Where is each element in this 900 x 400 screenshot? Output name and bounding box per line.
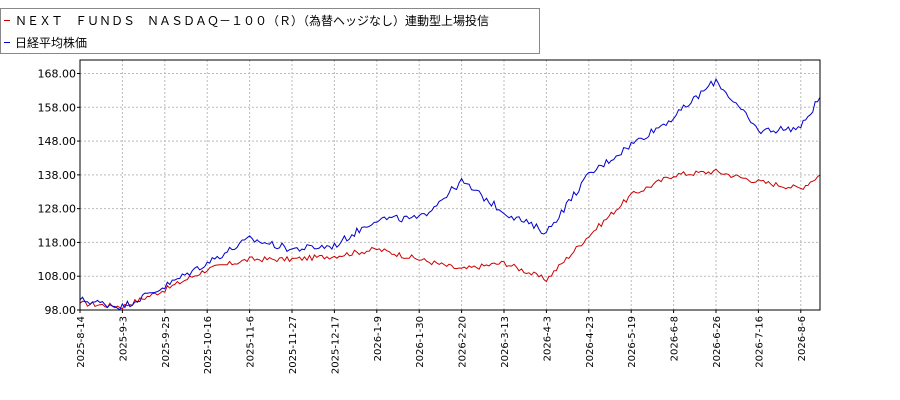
y-tick-label: 118.00 [38,236,77,249]
x-tick-label: 2025-8-14 [76,316,87,368]
legend-swatch-fund [4,20,10,21]
legend-swatch-nikkei [4,42,10,43]
plot-frame [79,59,821,311]
x-tick-label: 2026-1-30 [415,316,426,368]
grid-lines [79,60,820,311]
y-tick-label: 148.00 [38,135,77,148]
legend-label-nikkei: 日経平均株価 [15,36,88,50]
legend-item-nikkei: 日経平均株価 [4,34,87,51]
y-tick-label: 168.00 [38,68,77,81]
y-tick-label: 158.00 [38,101,77,114]
x-tick-label: 2025-10-16 [203,316,214,374]
y-tick-label: 128.00 [38,203,77,216]
x-tick-label: 2025-11-27 [288,316,299,374]
legend-item-fund: ＮＥＸＴ ＦＵＮＤＳ ＮＡＳＤＡＱ－１００（Ｒ）（為替ヘッジなし）連動型上場投信 [4,12,489,29]
x-tick-label: 2026-7-16 [754,316,765,368]
series-lines [79,77,821,311]
y-tick-label: 98.00 [45,304,77,317]
y-axis-ticks: 98.00 108.00 118.00 128.00 138.00 148.00 158.0… [38,68,80,317]
y-tick-label: 108.00 [38,270,77,283]
x-tick-label: 2026-5-19 [627,316,638,368]
x-tick-label: 2025-12-17 [330,316,341,374]
x-tick-label: 2026-6-8 [670,316,681,361]
legend-label-fund: ＮＥＸＴ ＦＵＮＤＳ ＮＡＳＤＡＱ－１００（Ｒ）（為替ヘッジなし）連動型上場投信 [15,14,490,28]
x-tick-label: 2026-4-3 [542,316,553,361]
x-tick-label: 2026-8-6 [797,316,808,361]
x-tick-label: 2025-11-6 [246,316,257,368]
x-tick-label: 2025-9-25 [161,316,172,368]
x-tick-label: 2026-1-9 [373,316,384,361]
y-tick-label: 138.00 [38,169,77,182]
x-tick-label: 2026-2-20 [458,316,469,368]
x-tick-label: 2025-9-3 [118,316,129,361]
x-axis-ticks: 2025-8-14 2025-9-3 2025-9-25 2025-10-16 2025… [76,310,808,374]
series-line-fund [79,168,821,310]
legend: ＮＥＸＴ ＦＵＮＤＳ ＮＡＳＤＡＱ－１００（Ｒ）（為替ヘッジなし）連動型上場投信… [0,8,540,54]
x-tick-label: 2026-3-13 [500,316,511,368]
x-tick-label: 2026-4-23 [585,316,596,368]
x-tick-label: 2026-6-26 [712,316,723,368]
series-line-nikkei [79,77,821,311]
